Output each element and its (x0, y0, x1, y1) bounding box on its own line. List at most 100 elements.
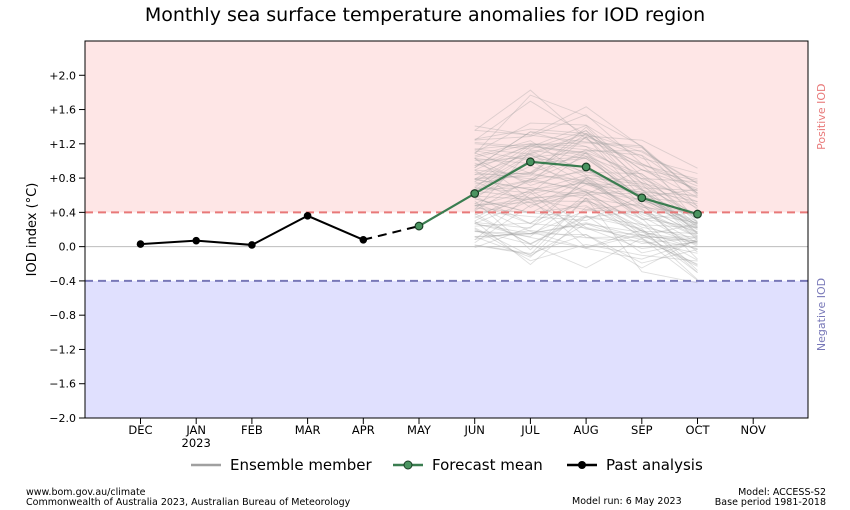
ensemble-member-line (474, 178, 698, 247)
ensemble-member-line (474, 170, 698, 225)
footer-left: www.bom.gov.au/climate Commonwealth of A… (26, 488, 350, 508)
ensemble-member-line (474, 130, 698, 181)
ensemble-member-line (474, 168, 698, 198)
y-tick-label: −0.8 (49, 309, 76, 322)
negative-iod-label: Negative IOD (815, 278, 828, 351)
ensemble-member-line (474, 114, 698, 187)
y-tick-label: +2.0 (49, 69, 76, 82)
legend-past-swatch (567, 461, 597, 469)
forecast-mean-point (637, 193, 647, 203)
ensemble-member-line (474, 125, 698, 195)
ensemble-member-line (474, 197, 698, 244)
footer-right: Model: ACCESS-S2 Base period 1981-2018 (715, 488, 826, 508)
ensemble-member-line (474, 149, 698, 204)
ensemble-member-line (474, 204, 698, 260)
x-tick-label: APR (352, 423, 375, 437)
x-tick-label: OCT (685, 423, 710, 437)
axes: −2.0 −1.6 −1.2 −0.8 −0.4 0.0 +0.4 +0.8 +1.2 +1.6 +… (25, 40, 828, 450)
ensemble-member-line (474, 192, 698, 273)
ensemble-member-line (474, 200, 698, 250)
ensemble-member-line (474, 209, 698, 238)
ensemble-member-line (474, 230, 698, 254)
y-tick-label: −1.6 (49, 378, 76, 391)
ensemble-member-line (474, 100, 698, 180)
ensemble-member-line (474, 128, 698, 185)
ensemble-member-line (474, 189, 698, 265)
ensemble-member-line (474, 186, 698, 235)
ensemble-member-line (474, 174, 698, 228)
ensemble-member-line (474, 153, 698, 217)
background-bands (85, 41, 808, 418)
ensemble-member-line (474, 165, 698, 216)
ensemble-member-line (474, 143, 698, 194)
ensemble-member-line (474, 157, 698, 198)
y-tick-label: −1.2 (49, 343, 76, 356)
ensemble-member-line (474, 150, 698, 231)
ensemble-member-line (474, 223, 698, 242)
ensemble-member-line (474, 234, 698, 264)
footer-model-run: Model run: 6 May 2023 (572, 496, 682, 507)
forecast-mean-line (418, 160, 698, 228)
ensemble-member-line (474, 228, 698, 262)
x-tick-label: DEC (128, 423, 152, 437)
ensemble-member-line (474, 195, 698, 260)
ensemble-member-line (474, 143, 698, 199)
series-lines (136, 157, 702, 249)
x-tick-label: FEB (241, 423, 263, 437)
x-tick-label: JUN (463, 423, 484, 437)
ensemble-member-line (474, 181, 698, 222)
legend-ensemble-swatch (191, 463, 221, 467)
ensemble-member-line (474, 222, 698, 238)
ensemble-member-line (474, 133, 698, 190)
past-analysis-point (248, 241, 256, 249)
positive-band (85, 41, 808, 213)
y-tick-label: +0.4 (49, 206, 76, 219)
forecast-mean-point (581, 162, 591, 172)
y-tick-label: −2.0 (49, 412, 76, 425)
footer-model: Model: ACCESS-S2 (738, 487, 826, 498)
ensemble-member-line (474, 177, 698, 233)
negative-band (85, 280, 808, 418)
past-analysis-point (136, 240, 145, 248)
x-tick-label: SEP (631, 423, 653, 437)
ensemble-member-line (474, 178, 698, 228)
ensemble-member-line (474, 89, 698, 191)
footer-base-period: Base period 1981-2018 (714, 497, 826, 508)
ensemble-member-line (474, 142, 698, 194)
ensemble-member-line (474, 156, 698, 233)
ensemble-members (474, 89, 698, 284)
legend: Ensemble member Forecast mean Past analy… (0, 456, 850, 476)
ensemble-member-line (474, 155, 698, 224)
ensemble-member-line (474, 146, 698, 207)
ensemble-member-line (474, 198, 698, 242)
ensemble-member-line (474, 156, 698, 230)
ensemble-member-line (474, 140, 698, 209)
ensemble-member-line (474, 198, 698, 261)
ensemble-member-line (474, 180, 698, 224)
ensemble-member-line (474, 94, 698, 207)
y-tick-label: −0.4 (49, 275, 76, 288)
ensemble-member-line (474, 131, 698, 210)
x-tick-label: MAR (295, 423, 321, 437)
ensemble-member-line (474, 195, 698, 234)
ensemble-member-line (474, 150, 698, 184)
footer-source-url: www.bom.gov.au/climate (26, 487, 146, 498)
ensemble-member-line (474, 197, 698, 267)
ensemble-member-line (474, 197, 698, 284)
legend-past: Past analysis (566, 456, 703, 474)
ensemble-member-line (474, 148, 698, 203)
ensemble-member-line (474, 214, 698, 254)
positive-iod-label: Positive IOD (815, 84, 828, 150)
ensemble-member-line (474, 213, 698, 280)
forecast-mean-point (414, 221, 424, 231)
legend-forecast-swatch (393, 460, 423, 470)
ensemble-member-line (474, 131, 698, 169)
ensemble-member-line (474, 136, 698, 223)
past-analysis-line (140, 214, 364, 246)
forecast-mean-point (470, 189, 480, 198)
y-axis-label: IOD index (°C) (25, 183, 40, 277)
chart-title: Monthly sea surface temperature anomalie… (144, 4, 706, 26)
y-tick-label: +0.8 (49, 172, 76, 185)
ensemble-member-line (474, 122, 698, 174)
